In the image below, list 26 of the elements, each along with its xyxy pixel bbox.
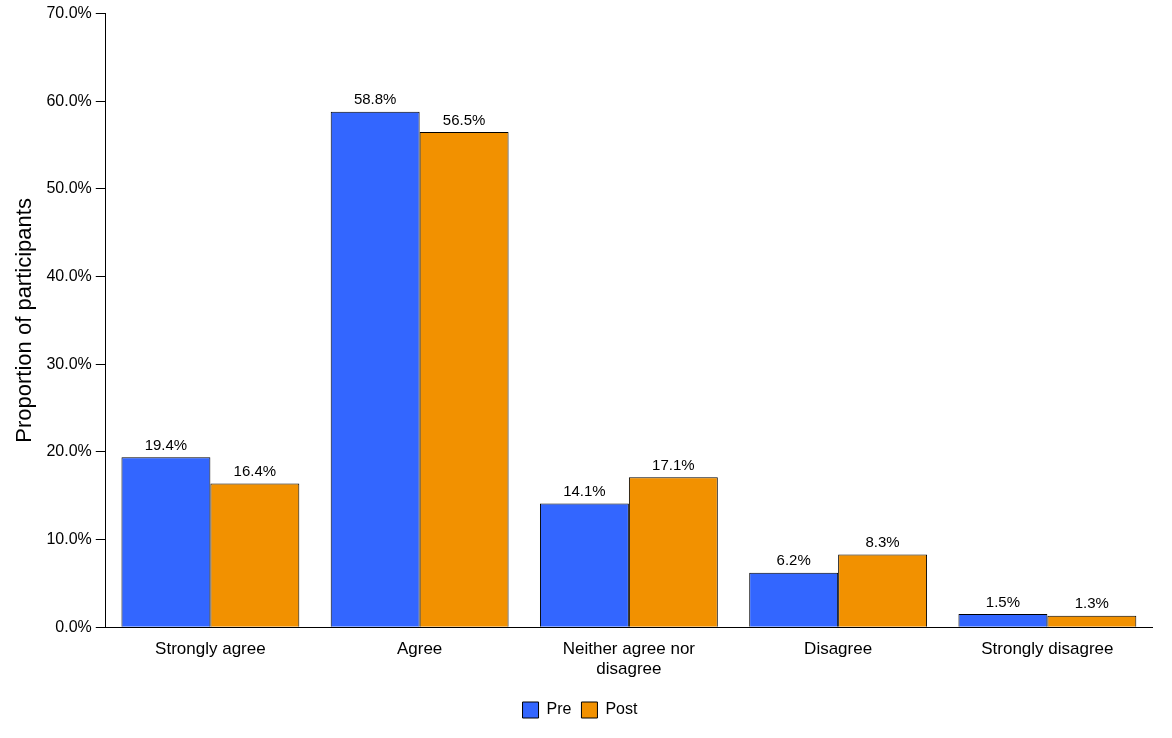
y-tick-label: 30.0% <box>46 354 92 372</box>
data-label: 56.5% <box>442 110 486 128</box>
x-tick-label: Neither agree nor disagree <box>562 639 696 679</box>
y-axis-title: Proportion of participants <box>11 198 37 443</box>
x-tick-label: Agree <box>396 639 443 659</box>
data-label: 6.2% <box>776 551 811 569</box>
x-tick-label: Strongly agree <box>155 639 266 659</box>
y-tick-label: 10.0% <box>46 529 92 547</box>
y-tick-label: 20.0% <box>46 442 92 460</box>
data-label: 19.4% <box>144 435 188 453</box>
legend-label: Post <box>605 700 639 718</box>
y-tick-label: 70.0% <box>46 4 92 22</box>
x-tick-label: Disagree <box>804 639 873 659</box>
data-label: 17.1% <box>652 455 695 473</box>
y-tick-label: 0.0% <box>55 617 92 635</box>
y-tick-label: 40.0% <box>46 266 92 284</box>
data-label: 58.8% <box>353 90 397 108</box>
data-label: 8.3% <box>865 533 900 551</box>
data-label: 16.4% <box>233 462 277 480</box>
data-label: 1.5% <box>985 592 1021 610</box>
y-tick-label: 60.0% <box>46 91 92 109</box>
data-label: 14.1% <box>563 482 606 500</box>
y-tick-label: 50.0% <box>46 179 92 197</box>
legend-label: Pre <box>546 700 572 718</box>
data-label: 1.3% <box>1074 594 1109 612</box>
x-tick-label: Strongly disagree <box>981 639 1114 659</box>
